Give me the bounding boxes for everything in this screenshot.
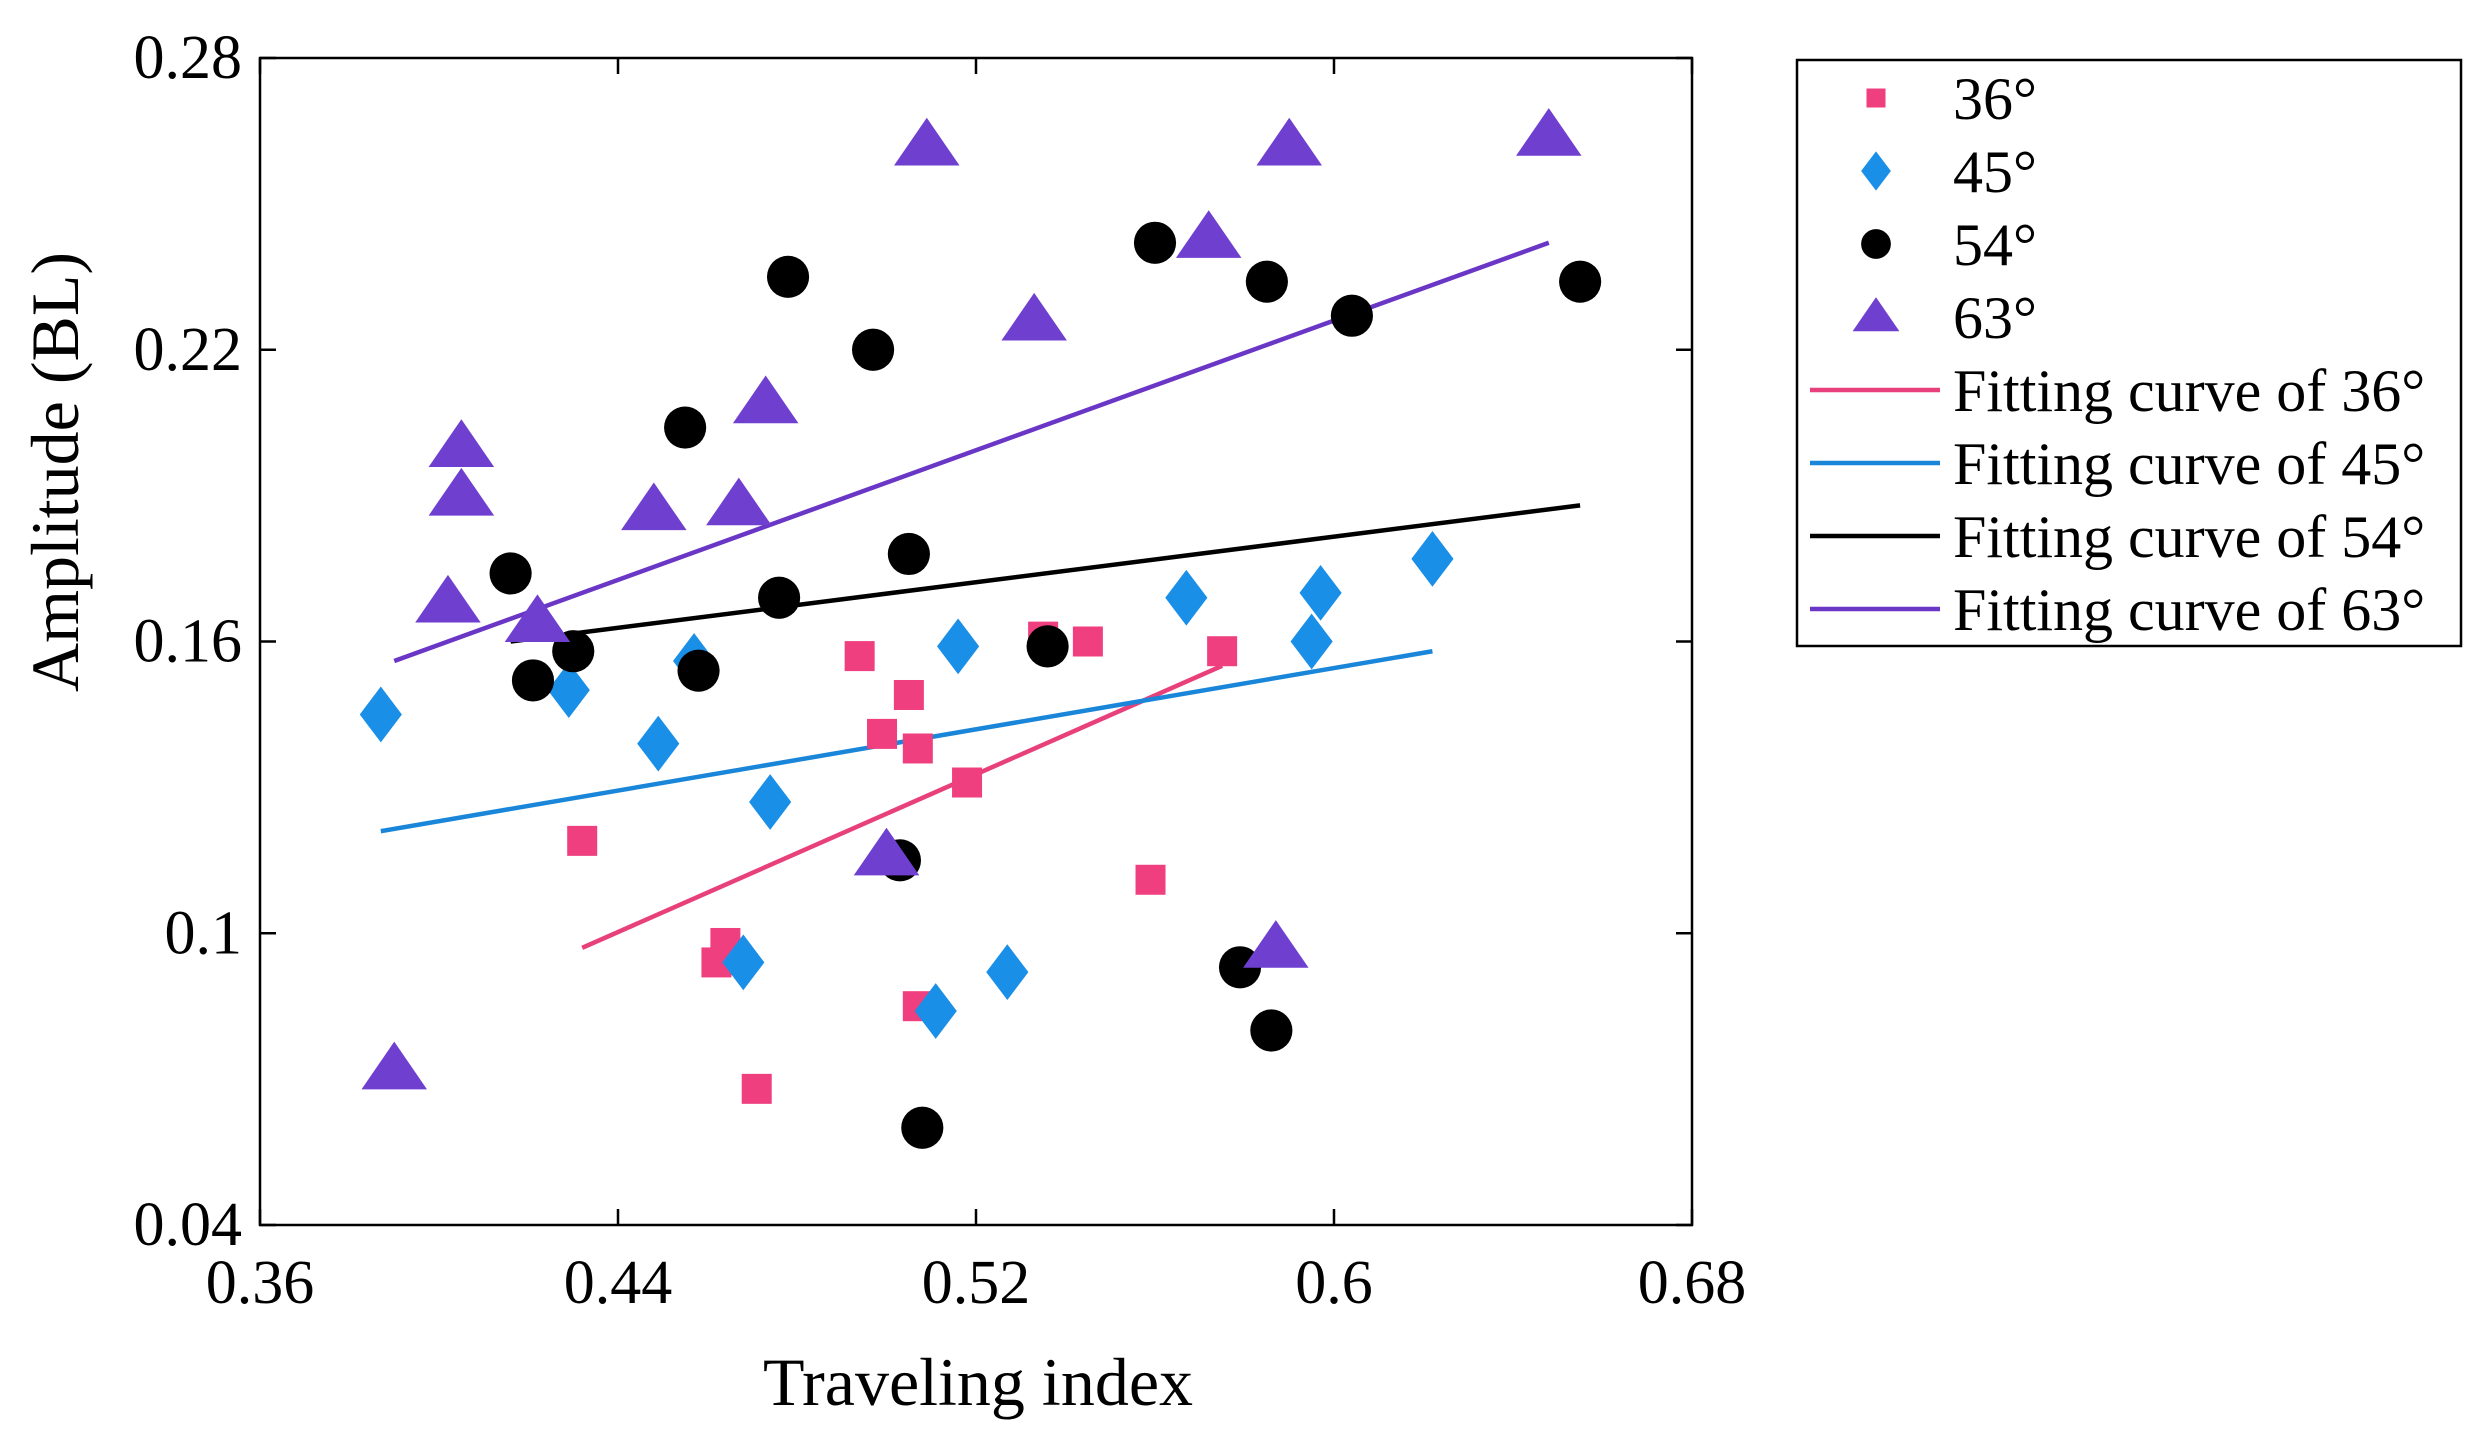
- y-tick-label: 0.1: [165, 899, 243, 967]
- data-point-63: [706, 477, 772, 526]
- data-point-45: [359, 686, 402, 743]
- data-point-63: [415, 574, 481, 623]
- data-point-63: [1516, 108, 1582, 156]
- legend-label-fit-4: Fitting curve of 63°: [1953, 577, 2425, 643]
- plot-area-frame: [258, 56, 1694, 1227]
- data-point-45: [722, 934, 765, 991]
- data-point-36: [867, 718, 898, 749]
- legend-marker-63: [1852, 297, 1900, 332]
- data-point-45: [547, 662, 590, 719]
- data-point-54: [766, 255, 810, 298]
- y-tick-label: 0.22: [134, 316, 243, 384]
- legend-label-fit-1: Fitting curve of 36°: [1953, 358, 2425, 424]
- legend-marker-54: [1861, 229, 1891, 259]
- data-point-36: [902, 733, 933, 764]
- data-point-36: [844, 641, 875, 672]
- data-point-63: [428, 419, 495, 467]
- data-point-36: [1207, 636, 1238, 667]
- data-point-63: [361, 1041, 428, 1090]
- legend-marker-45: [1861, 151, 1891, 191]
- legend-label-63: 63°: [1953, 285, 2037, 351]
- y-tick-label: 0.28: [134, 24, 243, 92]
- data-point-45: [1411, 530, 1454, 587]
- data-point-54: [511, 659, 555, 702]
- data-point-54: [664, 406, 707, 449]
- data-point-54: [677, 649, 720, 692]
- data-point-54: [489, 552, 532, 595]
- y-axis-label: Amplitude (BL): [17, 252, 93, 692]
- data-point-54: [901, 1106, 944, 1149]
- data-point-45: [937, 618, 980, 675]
- legend-label-36: 36°: [1953, 66, 2037, 132]
- legend-label-fit-3: Fitting curve of 54°: [1953, 504, 2425, 570]
- data-point-54: [1026, 625, 1069, 668]
- data-point-54: [851, 328, 895, 371]
- data-point-54: [1218, 946, 1262, 989]
- legend-marker-36: [1866, 88, 1886, 108]
- fit-line-4: [393, 240, 1550, 664]
- data-point-45: [637, 715, 680, 772]
- legend-box: [1795, 58, 2463, 648]
- data-point-63: [732, 375, 799, 424]
- data-point-63: [1243, 920, 1309, 968]
- data-point-54: [1559, 260, 1602, 303]
- data-point-36: [1072, 626, 1103, 657]
- data-point-54: [887, 532, 930, 576]
- data-point-45: [986, 944, 1029, 1001]
- x-tick-label: 0.36: [206, 1249, 315, 1317]
- x-tick-label: 0.44: [564, 1249, 673, 1317]
- y-tick-label: 0.16: [134, 608, 243, 676]
- data-point-45: [1165, 569, 1208, 626]
- fit-line-1: [581, 663, 1224, 950]
- data-point-45: [1299, 564, 1342, 621]
- data-point-63: [1175, 210, 1242, 258]
- x-tick-label: 0.52: [922, 1249, 1031, 1317]
- legend-label-45: 45°: [1953, 139, 2037, 205]
- data-point-63: [1001, 292, 1067, 341]
- data-point-54: [758, 576, 801, 619]
- data-point-36: [1135, 864, 1166, 895]
- data-point-45: [1290, 613, 1333, 670]
- data-point-63: [1256, 117, 1323, 166]
- data-point-63: [853, 827, 920, 876]
- legend-label-54: 54°: [1953, 212, 2037, 278]
- data-point-36: [893, 679, 924, 710]
- data-point-63: [428, 467, 495, 516]
- data-point-54: [1133, 221, 1177, 264]
- fit-line-3: [510, 503, 1581, 644]
- data-point-63: [894, 117, 960, 166]
- x-tick-label: 0.68: [1638, 1249, 1747, 1317]
- data-point-45: [749, 774, 792, 830]
- data-point-36: [952, 767, 983, 798]
- data-point-63: [504, 594, 571, 643]
- data-point-36: [741, 1073, 772, 1104]
- x-axis-label: Traveling index: [763, 1344, 1193, 1420]
- data-point-54: [1250, 1009, 1293, 1052]
- y-tick-label: 0.04: [134, 1191, 243, 1259]
- legend-label-fit-2: Fitting curve of 45°: [1953, 431, 2425, 497]
- x-tick-label: 0.6: [1295, 1249, 1373, 1317]
- data-point-45: [914, 983, 957, 1039]
- data-point-54: [1330, 294, 1373, 337]
- data-point-63: [621, 482, 687, 531]
- data-point-54: [1245, 260, 1288, 303]
- data-point-36: [567, 825, 598, 856]
